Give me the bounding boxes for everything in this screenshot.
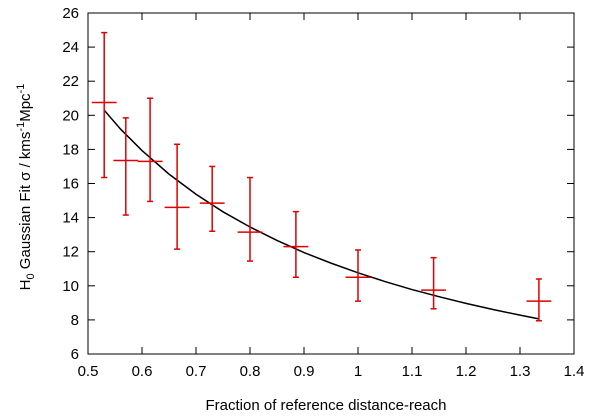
y-tick-label: 18 bbox=[62, 141, 79, 158]
y-tick-label: 20 bbox=[62, 107, 79, 124]
fit-curve-layer bbox=[103, 109, 540, 320]
data-point bbox=[199, 165, 225, 232]
data-point bbox=[283, 210, 309, 279]
data-point bbox=[345, 249, 371, 302]
data-point bbox=[526, 278, 552, 322]
fit-curve bbox=[103, 109, 540, 320]
y-tick-label: 8 bbox=[71, 312, 79, 329]
y-axis: 6 8 10 12 14 16 18 20 22 24 26 bbox=[62, 5, 574, 363]
y-tick-label: 14 bbox=[62, 210, 79, 227]
y-axis-label-prefix: H bbox=[17, 279, 34, 290]
data-point bbox=[237, 176, 263, 262]
y-axis-label-main: Gaussian Fit σ / kms bbox=[17, 132, 34, 274]
y-tick-label: 10 bbox=[62, 278, 79, 295]
data-point bbox=[421, 256, 447, 310]
x-tick-label: 1.1 bbox=[402, 363, 423, 380]
data-point bbox=[113, 117, 139, 216]
x-tick-label: 0.7 bbox=[186, 363, 207, 380]
y-tick-label: 6 bbox=[71, 346, 79, 363]
data-point bbox=[91, 31, 117, 179]
data-point bbox=[164, 143, 190, 250]
y-tick-label: 24 bbox=[62, 39, 79, 56]
y-axis-label-sup1: -1 bbox=[15, 122, 27, 132]
plot-frame bbox=[87, 12, 575, 355]
x-tick-label: 0.8 bbox=[240, 363, 261, 380]
y-axis-label-sup2: -1 bbox=[15, 84, 27, 94]
y-axis-label-prefix-sub: 0 bbox=[25, 273, 37, 279]
y-tick-label: 22 bbox=[62, 73, 79, 90]
x-tick-label: 1 bbox=[354, 363, 362, 380]
y-axis-label-mid: Mpc bbox=[17, 93, 34, 122]
y-tick-label: 16 bbox=[62, 176, 79, 193]
x-axis: 0.5 0.6 0.7 0.8 0.9 1 1.1 1.2 1.3 1.4 bbox=[78, 13, 585, 380]
x-tick-label: 0.9 bbox=[294, 363, 315, 380]
x-axis-label: Fraction of reference distance-reach bbox=[206, 397, 447, 414]
plot-area bbox=[87, 12, 575, 355]
x-tick-label: 1.2 bbox=[456, 363, 477, 380]
data-point bbox=[137, 97, 163, 203]
y-axis-label: H0 Gaussian Fit σ / kms-1Mpc-1 bbox=[15, 84, 37, 291]
x-tick-label: 1.4 bbox=[564, 363, 585, 380]
data-points-layer bbox=[91, 31, 552, 322]
x-tick-label: 0.5 bbox=[78, 363, 99, 380]
y-tick-label: 12 bbox=[62, 244, 79, 261]
y-tick-label: 26 bbox=[62, 5, 79, 22]
x-tick-label: 0.6 bbox=[132, 363, 153, 380]
x-tick-label: 1.3 bbox=[510, 363, 531, 380]
